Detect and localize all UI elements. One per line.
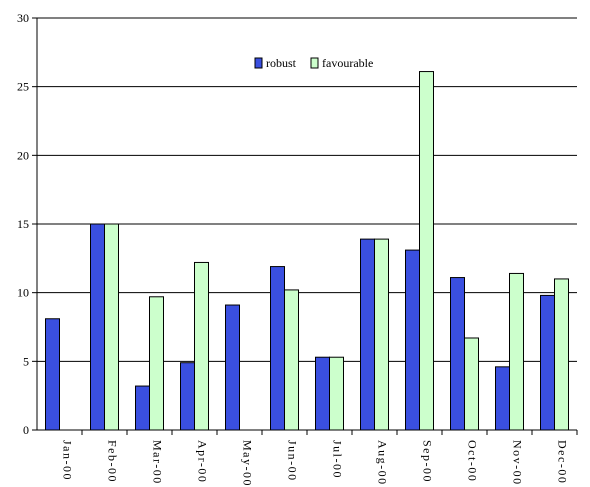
bar-favourable [104, 223, 119, 431]
bar-favourable [194, 261, 209, 431]
y-tick-label: 5 [23, 354, 29, 368]
x-tick-label: Apr-00 [196, 440, 210, 483]
bar-robust [315, 356, 330, 431]
x-tick-label: May-00 [241, 440, 255, 487]
bar-robust [405, 249, 420, 431]
x-tick-label: Oct-00 [466, 440, 480, 482]
x-tick-label: Sep-00 [421, 440, 435, 483]
y-tick-label: 10 [17, 286, 29, 300]
y-tick-label: 25 [17, 80, 29, 94]
bar-robust [540, 294, 555, 431]
legend-swatch-favourable [310, 57, 319, 69]
y-tick-label: 15 [17, 217, 29, 231]
x-tick-label: Dec-00 [556, 440, 570, 484]
bar-favourable [464, 337, 479, 431]
y-tick-label: 30 [17, 11, 29, 25]
x-tick-label: Mar-00 [151, 440, 165, 485]
legend-label-robust: robust [266, 56, 297, 70]
gridlines [37, 17, 577, 362]
legend-label-favourable: favourable [322, 56, 373, 70]
bar-robust [450, 277, 465, 431]
bar-favourable [509, 272, 524, 431]
bar-robust [180, 362, 195, 431]
x-tick-label: Jun-00 [286, 440, 300, 482]
bar-robust [135, 385, 150, 431]
bars [45, 71, 569, 431]
bar-robust [45, 318, 60, 431]
bar-favourable [554, 278, 569, 431]
x-tick-label: Nov-00 [511, 440, 525, 486]
x-tick-label: Jul-00 [331, 440, 345, 479]
x-tick-label: Jan-00 [61, 440, 75, 481]
bar-robust [270, 266, 285, 431]
bar-robust [225, 304, 240, 431]
legend: robust favourable [254, 56, 373, 70]
bar-robust [495, 366, 510, 431]
bar-favourable [329, 356, 344, 431]
bar-favourable [284, 289, 299, 431]
bar-robust [360, 238, 375, 431]
bar-favourable [149, 296, 164, 431]
legend-swatch-robust [254, 57, 263, 69]
bar-robust [90, 223, 105, 431]
y-tick-label: 20 [17, 148, 29, 162]
y-tick-label: 0 [23, 423, 29, 437]
x-tick-label: Feb-00 [106, 440, 120, 483]
bar-favourable [419, 71, 434, 431]
x-tick-label: Aug-00 [376, 440, 390, 486]
axes: 0 5 10 15 20 25 30 Jan-00 Feb-00 Mar-00 Apr-00 May-… [17, 11, 578, 487]
bar-favourable [374, 238, 389, 431]
